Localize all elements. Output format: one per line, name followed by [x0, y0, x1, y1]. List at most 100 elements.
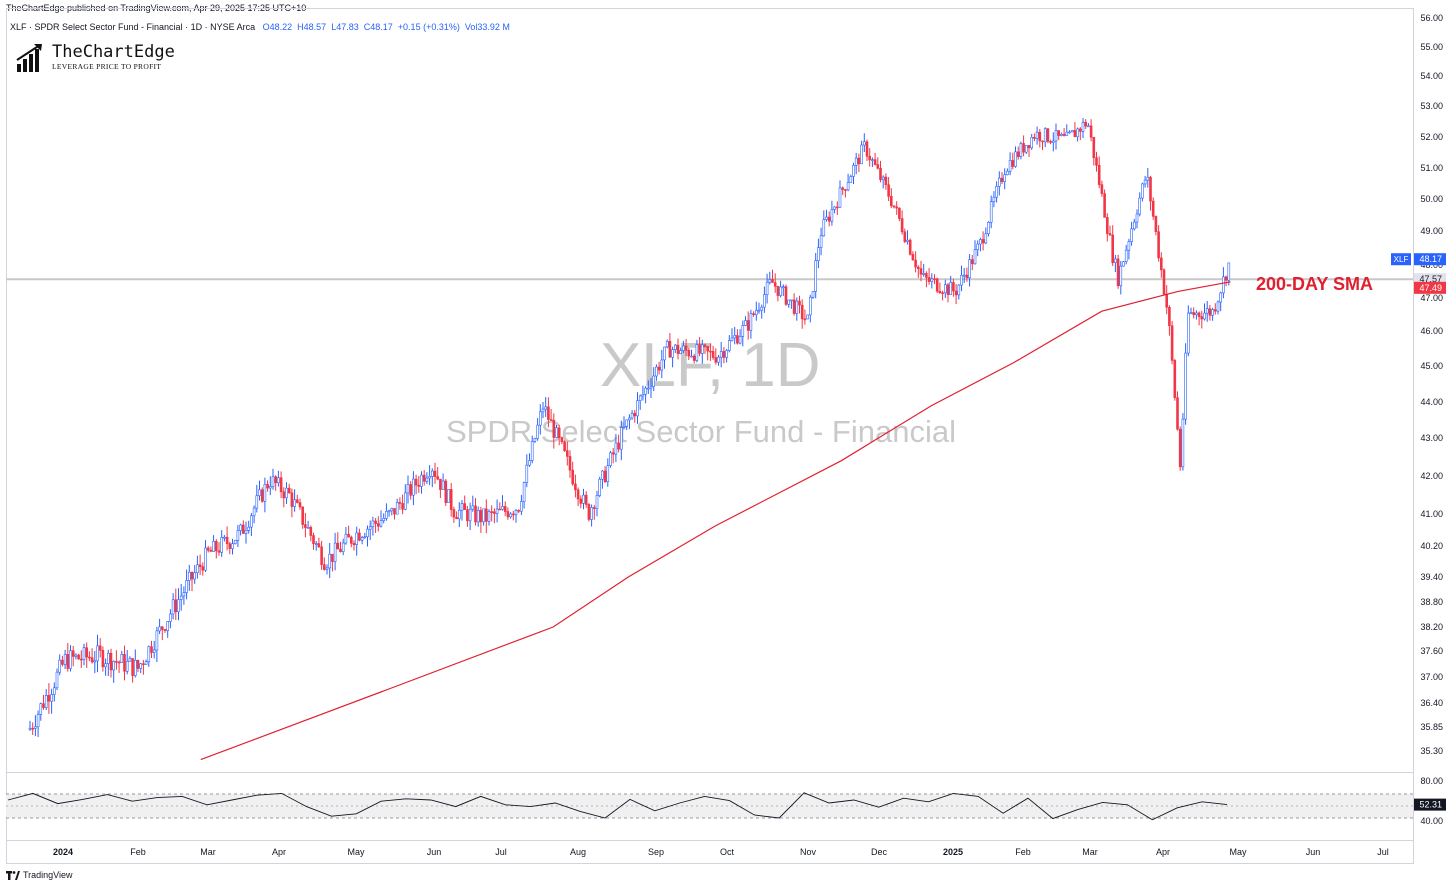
- candle-body: [881, 176, 885, 181]
- candle-body: [42, 703, 45, 708]
- candle-body: [50, 694, 53, 702]
- ohlc-close: C48.17: [363, 22, 393, 32]
- candle-body: [525, 464, 529, 483]
- candle-body: [420, 474, 423, 487]
- candle-body: [101, 650, 105, 668]
- candle-body: [943, 284, 947, 294]
- y-tick-label: 55.00: [1420, 42, 1443, 52]
- candle-body: [304, 524, 307, 528]
- candle-body: [268, 486, 272, 489]
- candle-body: [714, 357, 718, 363]
- candle-body: [1073, 130, 1077, 138]
- candle-body: [617, 442, 620, 450]
- x-tick-label: Apr: [1156, 847, 1170, 857]
- candle-body: [746, 320, 750, 331]
- candle-body: [1133, 221, 1136, 230]
- candle-body: [960, 274, 963, 286]
- candle-body: [1122, 261, 1125, 267]
- x-tick-label: Mar: [200, 847, 216, 857]
- candle-body: [900, 218, 904, 233]
- candle-body: [744, 320, 747, 326]
- candle-body: [760, 306, 764, 311]
- candle-body: [260, 489, 264, 502]
- candle-body: [1084, 121, 1087, 127]
- candle-body: [77, 654, 80, 660]
- candle-body: [355, 532, 359, 545]
- candle-body: [409, 484, 413, 496]
- candle-body: [1060, 133, 1063, 136]
- candle-body: [344, 533, 348, 544]
- candle-body: [58, 659, 62, 673]
- candle-body: [1203, 312, 1206, 320]
- candle-body: [1033, 137, 1036, 139]
- candle-body: [490, 511, 494, 513]
- candle-body: [1138, 197, 1141, 215]
- ohlc-high: H48.57: [297, 22, 327, 32]
- candle-body: [104, 663, 107, 668]
- candle-body: [997, 177, 1001, 187]
- candles-group: [28, 118, 1231, 737]
- candle-body: [682, 345, 685, 351]
- candle-body: [1106, 217, 1109, 234]
- candle-body: [811, 291, 815, 298]
- y-tick-label: 52.00: [1420, 132, 1443, 142]
- candle-body: [212, 541, 215, 552]
- candle-body: [425, 477, 429, 482]
- candle-body: [131, 658, 134, 676]
- candle-body: [981, 239, 985, 244]
- y-tick-label: 37.60: [1420, 646, 1443, 656]
- candle-body: [806, 314, 809, 320]
- candle-body: [1046, 128, 1050, 142]
- candle-body: [984, 233, 988, 244]
- candle-body: [412, 478, 415, 496]
- candle-body: [603, 470, 607, 483]
- candle-body: [879, 167, 882, 181]
- candle-body: [636, 400, 639, 417]
- y-tick-label: 44.00: [1420, 397, 1443, 407]
- candle-body: [1146, 176, 1150, 181]
- x-tick-label: Jun: [1306, 847, 1321, 857]
- candle-body: [360, 537, 364, 541]
- candle-body: [854, 157, 858, 166]
- candle-body: [700, 344, 704, 354]
- y-tick-label: 46.00: [1420, 326, 1443, 336]
- candle-body: [628, 417, 631, 421]
- candle-body: [271, 476, 275, 487]
- x-tick-label: Jul: [1377, 847, 1389, 857]
- candle-body: [590, 507, 593, 520]
- candle-body: [849, 176, 853, 183]
- candle-body: [1208, 308, 1212, 316]
- candle-body: [1181, 418, 1185, 468]
- candle-body: [517, 509, 521, 512]
- candle-body: [779, 286, 782, 296]
- x-tick-label: Jun: [427, 847, 442, 857]
- candle-body: [436, 476, 440, 480]
- candle-body: [358, 532, 361, 541]
- candle-body: [727, 340, 731, 351]
- candle-body: [398, 502, 402, 504]
- candle-body: [873, 159, 877, 165]
- candle-body: [622, 425, 626, 428]
- x-tick-label: Feb: [1015, 847, 1031, 857]
- candle-body: [584, 494, 588, 505]
- y-tick-label: 36.40: [1420, 698, 1443, 708]
- candle-body: [865, 141, 869, 157]
- rsi-line: [7, 792, 1228, 821]
- candle-body: [1189, 312, 1193, 314]
- candle-body: [150, 646, 153, 653]
- candle-body: [730, 337, 734, 341]
- candle-body: [1165, 293, 1168, 308]
- candle-body: [1014, 151, 1017, 167]
- candle-body: [115, 661, 118, 663]
- candle-body: [898, 207, 901, 219]
- y-tick-label: 38.20: [1420, 622, 1443, 632]
- candle-body: [1095, 157, 1098, 166]
- candle-body: [287, 487, 291, 494]
- candle-body: [652, 375, 656, 387]
- candle-body: [941, 292, 944, 295]
- candle-body: [1162, 269, 1166, 295]
- candle-body: [949, 282, 953, 295]
- x-tick-label: Oct: [720, 847, 735, 857]
- candle-body: [468, 508, 472, 522]
